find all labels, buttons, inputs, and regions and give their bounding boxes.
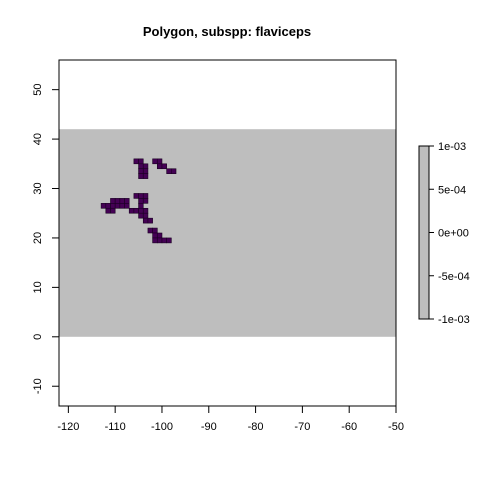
presence-cell bbox=[152, 158, 158, 165]
presence-cell bbox=[114, 198, 121, 204]
x-tick-label: -90 bbox=[201, 421, 217, 433]
presence-cell bbox=[142, 163, 149, 170]
presence-cell bbox=[138, 158, 144, 165]
y-tick-label: 0 bbox=[32, 334, 44, 340]
presence-cell bbox=[138, 198, 144, 204]
legend-tick-label: 1e-03 bbox=[438, 141, 466, 153]
presence-cell bbox=[166, 237, 172, 244]
x-tick-label: -110 bbox=[105, 421, 126, 433]
x-tick-label: -50 bbox=[388, 421, 404, 433]
presence-cell bbox=[147, 217, 153, 224]
y-axis: -10 0 10 20 30 40 50 bbox=[32, 84, 60, 394]
legend-tick-label: 5e-04 bbox=[438, 184, 466, 196]
presence-cell bbox=[161, 237, 167, 244]
presence-cell bbox=[138, 163, 144, 170]
presence-cell bbox=[105, 203, 111, 209]
raster-layer bbox=[59, 129, 396, 337]
raster-background bbox=[59, 129, 396, 337]
presence-cell bbox=[138, 173, 144, 179]
legend: 1e-03 5e-04 0e+00 -5e-04 -1e-03 bbox=[418, 141, 470, 326]
legend-tick-label: -1e-03 bbox=[438, 314, 470, 326]
y-tick-label: 50 bbox=[32, 84, 44, 96]
presence-cell bbox=[110, 198, 116, 204]
presence-cell bbox=[119, 198, 125, 204]
presence-cell bbox=[133, 193, 139, 199]
presence-cell bbox=[124, 203, 130, 209]
presence-cell bbox=[128, 207, 135, 214]
presence-cell bbox=[138, 193, 144, 199]
presence-cell bbox=[138, 212, 144, 219]
presence-cell bbox=[156, 158, 163, 165]
presence-cell bbox=[124, 198, 130, 204]
x-tick-label: -120 bbox=[57, 421, 79, 433]
presence-cell bbox=[142, 207, 149, 214]
presence-cell bbox=[156, 232, 163, 239]
x-axis: -120 -110 -100 -90 -80 -70 -60 -50 bbox=[57, 405, 404, 433]
presence-cell bbox=[152, 227, 158, 234]
presence-cell bbox=[142, 217, 149, 224]
x-tick-label: -80 bbox=[248, 421, 264, 433]
presence-cell bbox=[138, 168, 144, 174]
presence-cell bbox=[152, 232, 158, 239]
presence-cell bbox=[142, 168, 149, 174]
y-tick-label: 30 bbox=[32, 182, 44, 194]
presence-cell bbox=[171, 168, 177, 174]
y-tick-label: -10 bbox=[32, 378, 44, 394]
presence-cell bbox=[100, 203, 107, 209]
x-tick-label: -70 bbox=[294, 421, 310, 433]
presence-cell bbox=[166, 168, 172, 174]
presence-cell bbox=[147, 227, 153, 234]
chart-title: Polygon, subspp: flaviceps bbox=[143, 24, 311, 39]
presence-cell bbox=[110, 203, 116, 209]
presence-cell bbox=[119, 203, 125, 209]
legend-tick-label: -5e-04 bbox=[438, 271, 470, 283]
presence-cell bbox=[138, 207, 144, 214]
presence-cell bbox=[105, 207, 111, 214]
y-tick-label: 20 bbox=[32, 232, 44, 244]
presence-cell bbox=[110, 207, 116, 214]
presence-cell bbox=[142, 198, 149, 204]
presence-cell bbox=[142, 173, 149, 179]
presence-cell bbox=[133, 207, 139, 214]
presence-cell bbox=[156, 237, 163, 244]
presence-cell bbox=[138, 203, 144, 209]
presence-cell bbox=[142, 212, 149, 219]
x-tick-label: -60 bbox=[341, 421, 357, 433]
y-tick-label: 10 bbox=[32, 281, 44, 293]
presence-cell bbox=[133, 158, 139, 165]
y-tick-label: 40 bbox=[32, 133, 44, 145]
presence-cell bbox=[114, 203, 121, 209]
presence-cell bbox=[152, 237, 158, 244]
legend-colorbar bbox=[418, 145, 430, 320]
x-tick-label: -100 bbox=[151, 421, 173, 433]
legend-tick-label: 0e+00 bbox=[438, 228, 469, 240]
presence-cell bbox=[142, 193, 149, 199]
presence-cell bbox=[161, 163, 167, 170]
presence-cell bbox=[156, 163, 163, 170]
